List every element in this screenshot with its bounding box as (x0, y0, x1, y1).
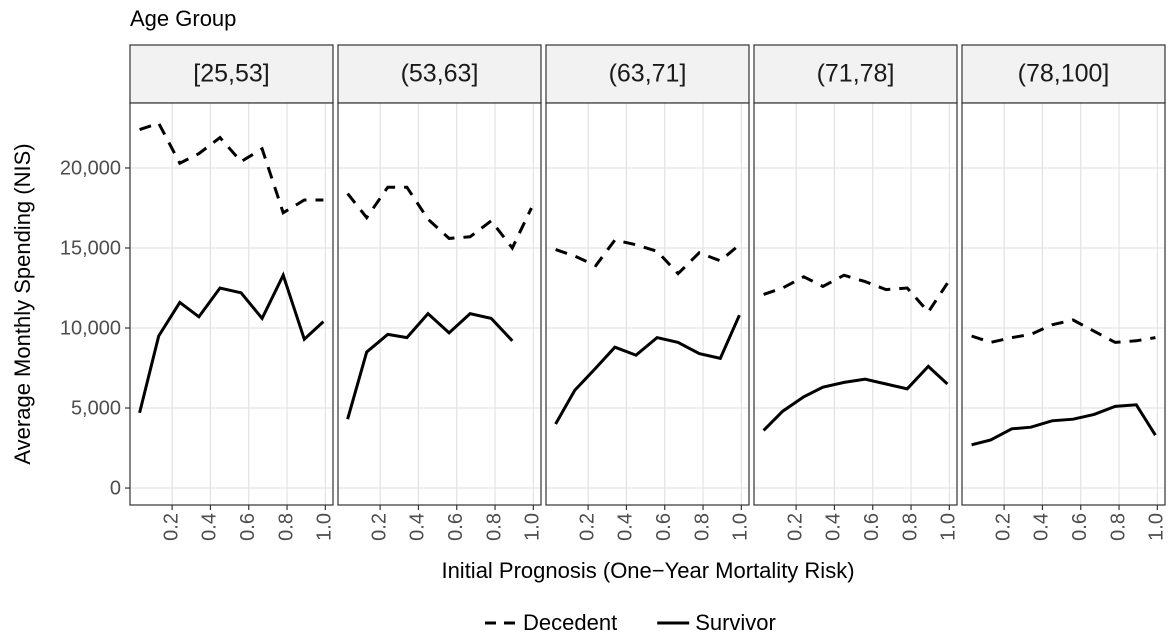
x-tick-label: 0.2 (992, 513, 1014, 541)
x-tick-label: 1.0 (314, 513, 336, 541)
x-tick-label: 0.8 (275, 513, 297, 541)
panel-border (545, 102, 750, 506)
strip-label: (63,71] (609, 60, 687, 88)
legend-label: Survivor (695, 610, 776, 635)
panel (338, 103, 541, 505)
series-line (554, 314, 741, 425)
series-line (346, 185, 533, 251)
x-tick-label: 0.6 (445, 513, 467, 541)
x-tick-label: 1.0 (730, 513, 752, 541)
x-tick-label: 0.8 (483, 513, 505, 541)
x-tick-label: 0.8 (691, 513, 713, 541)
x-tick-label: 0.6 (1069, 513, 1091, 541)
x-tick-label: 0.2 (576, 513, 598, 541)
x-tick-label: 0.8 (899, 513, 921, 541)
x-tick-label: 0.4 (407, 513, 429, 541)
x-tick-label: 0.8 (1107, 513, 1129, 541)
series-line (139, 121, 324, 216)
strip-label: (71,78] (817, 60, 895, 88)
x-tick-label: 0.4 (615, 513, 637, 541)
y-tick-label: 15,000 (60, 237, 121, 259)
panel (130, 103, 333, 505)
panel-border (129, 102, 334, 506)
strip (129, 44, 334, 104)
x-tick-label: 0.4 (199, 513, 221, 541)
panel (546, 103, 749, 505)
strip (337, 44, 542, 104)
series-line (346, 311, 514, 420)
facet-title: Age Group (130, 6, 236, 31)
x-tick-label: 1.0 (1146, 513, 1168, 541)
series-line (138, 271, 325, 414)
strip (545, 44, 750, 104)
y-tick-label: 0 (110, 477, 121, 499)
strip-label: (78,100] (1018, 60, 1110, 88)
x-axis-title: Initial Prognosis (One−Year Mortality Ri… (441, 558, 854, 583)
series-line (763, 273, 949, 315)
legend-label: Decedent (523, 610, 617, 635)
series-line (971, 403, 1157, 447)
x-tick-label: 0.2 (160, 513, 182, 541)
strip-label: (53,63] (401, 60, 479, 88)
series-line (971, 318, 1156, 344)
x-tick-label: 0.6 (861, 513, 883, 541)
x-tick-label: 1.0 (522, 513, 544, 541)
x-tick-label: 1.0 (938, 513, 960, 541)
x-tick-label: 0.4 (1031, 513, 1053, 541)
x-tick-label: 0.6 (653, 513, 675, 541)
panel-border (753, 102, 958, 506)
y-tick-label: 10,000 (60, 317, 121, 339)
y-tick-label: 20,000 (60, 157, 121, 179)
strip-label: [25,53] (193, 60, 269, 88)
y-axis-title: Average Monthly Spending (NIS) (10, 143, 35, 464)
strip (961, 44, 1166, 104)
x-tick-label: 0.4 (823, 513, 845, 541)
panel (962, 103, 1165, 505)
panel (754, 103, 957, 505)
x-tick-label: 0.6 (237, 513, 259, 541)
x-tick-label: 0.2 (368, 513, 390, 541)
x-tick-label: 0.2 (784, 513, 806, 541)
series-line (762, 364, 949, 432)
y-tick-label: 5,000 (71, 397, 121, 419)
panel-border (961, 102, 1166, 506)
panel-border (337, 102, 542, 506)
strip (753, 44, 958, 104)
series-line (555, 238, 741, 276)
